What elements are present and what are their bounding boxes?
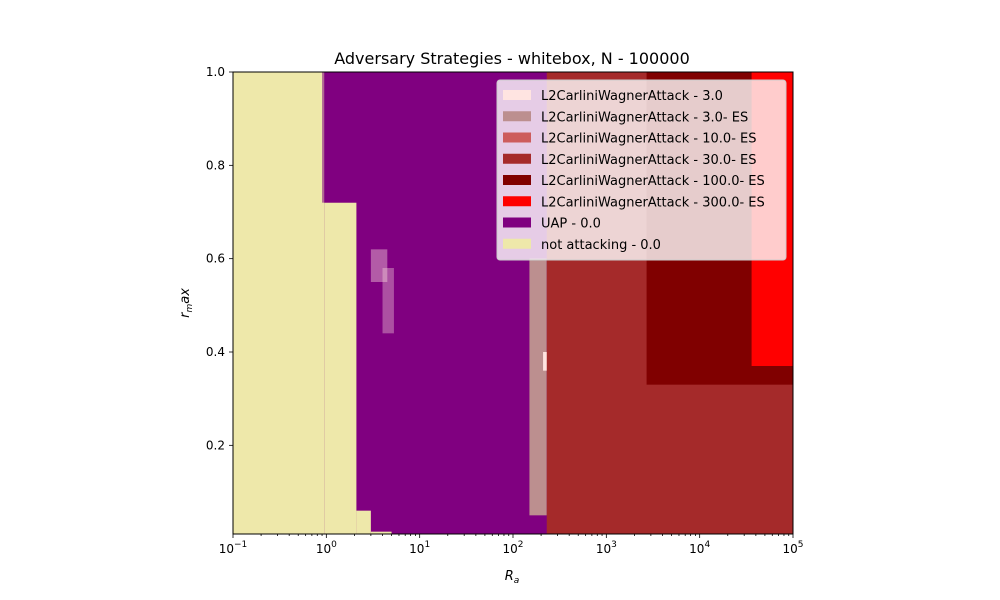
x-tick-label-exp: 1 (424, 540, 430, 550)
y-axis-ticks: 0.2 0.4 0.6 0.8 1.0 (206, 65, 233, 452)
x-tick-label: 101 (409, 540, 430, 556)
x-tick-label-base: 10 (409, 542, 424, 556)
x-tick-label: 103 (596, 540, 617, 556)
heatmap-region (322, 72, 371, 203)
y-tick-label: 0.4 (206, 345, 225, 359)
x-tick-label-exp: 0 (331, 540, 337, 550)
legend-label: L2CarliniWagnerAttack - 10.0- ES (541, 132, 757, 147)
y-tick-label: 1.0 (206, 65, 225, 79)
legend-swatch (503, 90, 531, 100)
heatmap-region (324, 202, 357, 534)
legend-swatch (503, 217, 531, 228)
x-tick-label-exp: 3 (611, 540, 617, 550)
x-tick-label: 10−1 (219, 540, 248, 556)
x-tick-label-base: 10 (596, 542, 611, 556)
legend: L2CarliniWagnerAttack - 3.0 L2CarliniWagn… (496, 79, 787, 261)
legend-label: L2CarliniWagnerAttack - 3.0- ES (541, 110, 748, 125)
x-axis-ticks: 10−1 100 101 102 103 104 105 (219, 534, 804, 556)
legend-box (496, 79, 787, 261)
heatmap-region (529, 258, 547, 516)
x-tick-label: 102 (502, 540, 523, 556)
y-tick-label: 0.2 (206, 438, 225, 452)
heatmap-region (543, 352, 549, 371)
x-tick-label-base: 10 (689, 542, 704, 556)
heatmap-region (370, 249, 388, 282)
x-tick-label: 105 (782, 540, 803, 556)
legend-label: UAP - 0.0 (541, 217, 601, 232)
legend-label: L2CarliniWagnerAttack - 3.0 (541, 89, 723, 104)
y-axis-label-base: r (178, 311, 193, 318)
y-axis-label: rmax (178, 288, 195, 318)
x-tick-label: 104 (689, 540, 710, 556)
x-axis-label-base: R (505, 569, 514, 584)
y-axis-label-sub: m (185, 304, 195, 313)
x-tick-label-base: 10 (782, 542, 797, 556)
chart-title: Adversary Strategies - whitebox, N - 100… (334, 49, 690, 68)
x-axis-label-sub: a (514, 576, 520, 586)
x-tick-label: 100 (316, 540, 337, 556)
x-tick-label-exp: 5 (798, 540, 804, 550)
legend-label: L2CarliniWagnerAttack - 300.0- ES (541, 195, 765, 210)
x-tick-label-base: 10 (502, 542, 517, 556)
legend-swatch (503, 132, 531, 143)
x-axis-label: Ra (505, 569, 520, 586)
x-tick-label-base: 10 (219, 542, 234, 556)
legend-swatch (503, 111, 531, 122)
heatmap-region (356, 510, 371, 534)
legend-swatch (503, 175, 531, 185)
y-tick-label: 0.8 (206, 158, 225, 172)
heatmap-region (370, 531, 392, 534)
x-tick-label-base: 10 (316, 542, 331, 556)
heatmap-region (382, 268, 394, 334)
heatmap-region (233, 72, 325, 534)
x-tick-label-exp: −1 (234, 540, 247, 550)
y-axis-label-rest: ax (178, 288, 193, 304)
legend-swatch (503, 153, 531, 164)
legend-label: L2CarliniWagnerAttack - 100.0- ES (541, 174, 765, 189)
x-tick-label-exp: 4 (704, 540, 710, 550)
legend-swatch (503, 238, 531, 249)
y-tick-label: 0.6 (206, 252, 225, 266)
legend-swatch (503, 196, 531, 207)
x-tick-label-exp: 2 (518, 540, 524, 550)
legend-label: not attacking - 0.0 (541, 238, 661, 253)
legend-label: L2CarliniWagnerAttack - 30.0- ES (541, 153, 757, 168)
